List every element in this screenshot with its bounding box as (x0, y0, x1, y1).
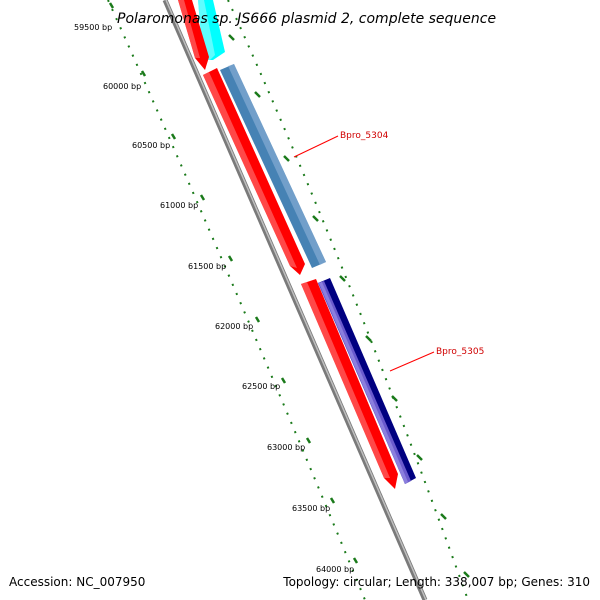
tick-label: 60000 bp (103, 82, 141, 91)
tick-label: 59500 bp (74, 23, 112, 32)
gene-label-bpro-5305[interactable]: Bpro_5305 (436, 347, 484, 357)
sequence-stats: Topology: circular; Length: 338,007 bp; … (282, 575, 590, 589)
outer-tick-ring (227, 0, 469, 600)
outer-major-ticks (228, 34, 470, 578)
gene-label-bpro-5304[interactable]: Bpro_5304 (340, 131, 389, 141)
tick-label: 60500 bp (132, 141, 170, 150)
tick-label: 61000 bp (160, 201, 198, 210)
tick-label: 64000 bp (316, 565, 354, 574)
tick-label: 63000 bp (267, 443, 305, 452)
tick-label: 61500 bp (188, 262, 226, 271)
tick-labels: 59500 bp 60000 bp 60500 bp 61000 bp 6150… (74, 23, 354, 574)
cds-segment-2[interactable] (203, 68, 305, 275)
cds-segment-3[interactable] (301, 279, 398, 489)
tick-label: 62500 bp (242, 382, 280, 391)
gene-label-leaders (293, 135, 435, 372)
inner-major-ticks (108, 2, 359, 564)
gene-bpro-5304[interactable] (220, 64, 326, 268)
accession-text: Accession: NC_007950 (9, 575, 145, 589)
map-title: Polaromonas sp. JS666 plasmid 2, complet… (117, 11, 496, 27)
tick-label: 63500 bp (292, 504, 330, 513)
gene-bpro-5305[interactable] (318, 278, 416, 484)
inner-tick-ring (107, 0, 366, 600)
tick-label: 62000 bp (215, 322, 253, 331)
backbone (162, 0, 428, 600)
cds-segment-1[interactable] (178, 0, 209, 70)
